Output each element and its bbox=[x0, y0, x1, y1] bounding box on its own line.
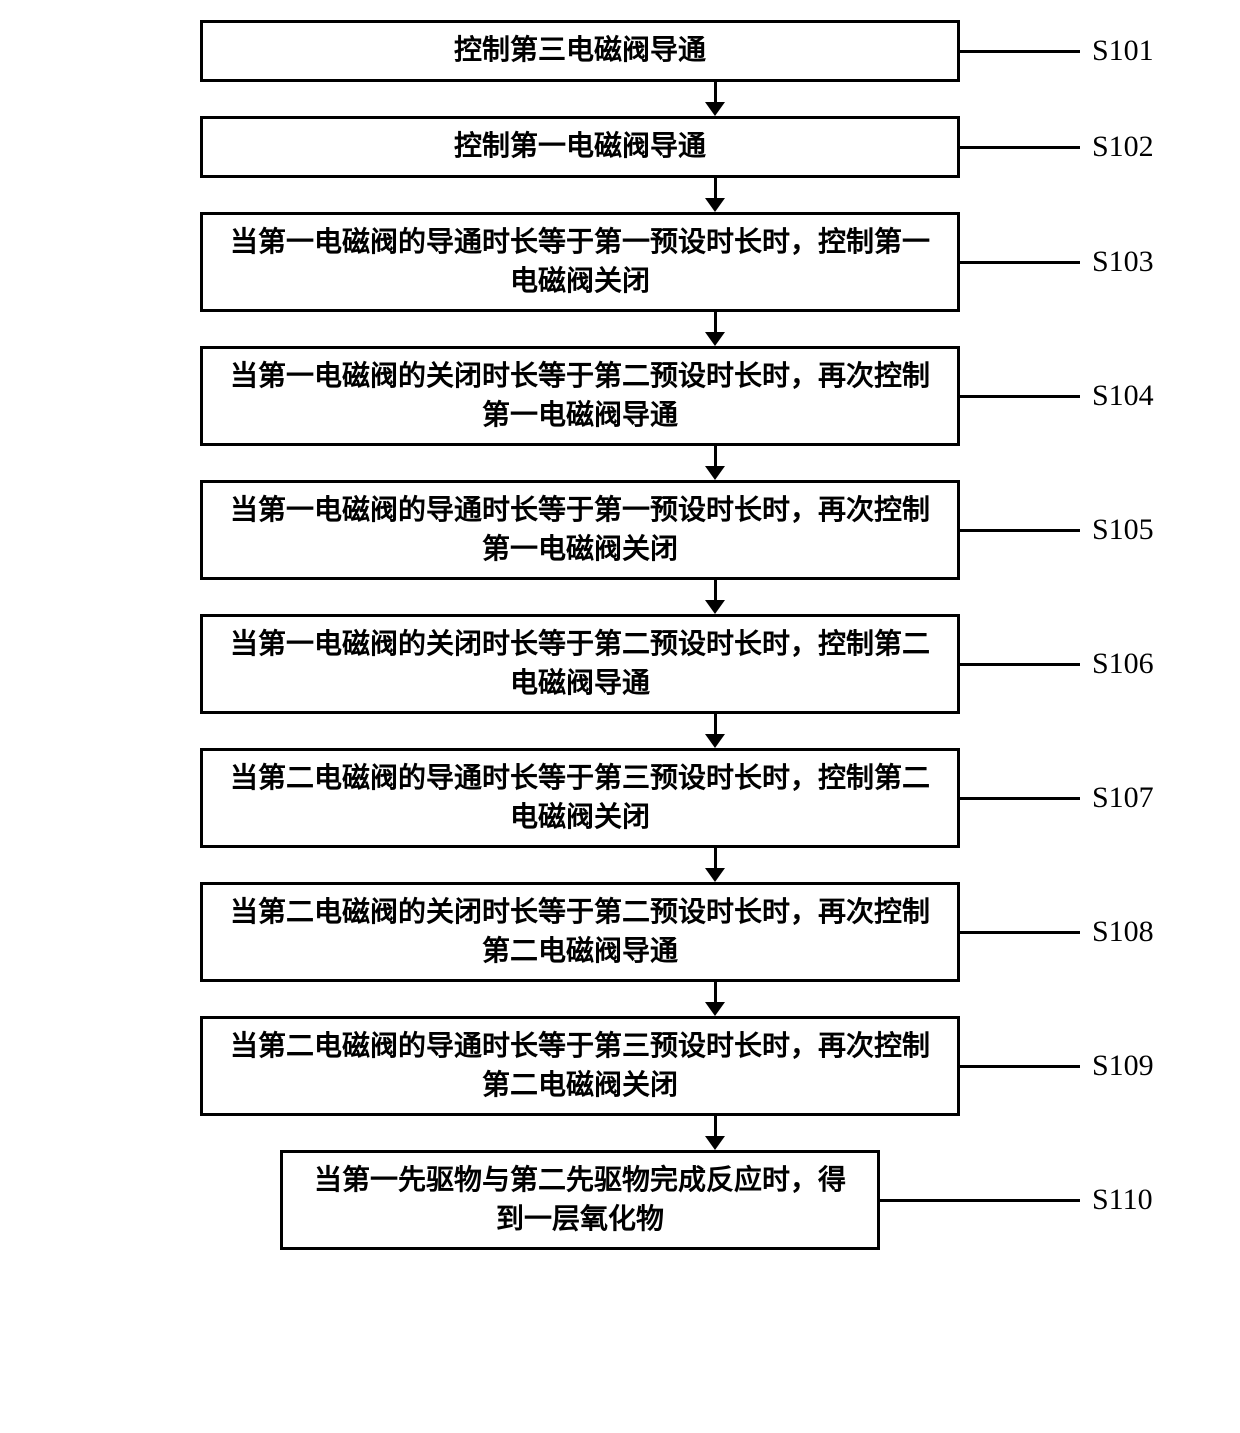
step-box-s106: 当第一电磁阀的关闭时长等于第二预设时长时，控制第二电磁阀导通 bbox=[200, 614, 960, 714]
connector-line bbox=[960, 261, 1080, 264]
step-row-s102: 控制第一电磁阀导通 S102 bbox=[10, 116, 1230, 178]
label-connector-s106: S106 bbox=[960, 647, 1230, 681]
step-row-s107: 当第二电磁阀的导通时长等于第三预设时长时，控制第二电磁阀关闭 S107 bbox=[10, 748, 1230, 848]
step-text: 当第一电磁阀的关闭时长等于第二预设时长时，控制第二电磁阀导通 bbox=[223, 625, 937, 703]
step-box-s105: 当第一电磁阀的导通时长等于第一预设时长时，再次控制第一电磁阀关闭 bbox=[200, 480, 960, 580]
arrow-s103-s104 bbox=[335, 312, 1095, 346]
connector-line bbox=[960, 395, 1080, 398]
step-text: 当第二电磁阀的导通时长等于第三预设时长时，控制第二电磁阀关闭 bbox=[223, 759, 937, 837]
step-box-s101: 控制第三电磁阀导通 bbox=[200, 20, 960, 82]
step-box-s110: 当第一先驱物与第二先驱物完成反应时，得到一层氧化物 bbox=[280, 1150, 880, 1250]
label-connector-s105: S105 bbox=[960, 513, 1230, 547]
step-text: 当第二电磁阀的关闭时长等于第二预设时长时，再次控制第二电磁阀导通 bbox=[223, 893, 937, 971]
step-box-s104: 当第一电磁阀的关闭时长等于第二预设时长时，再次控制第一电磁阀导通 bbox=[200, 346, 960, 446]
step-row-s103: 当第一电磁阀的导通时长等于第一预设时长时，控制第一电磁阀关闭 S103 bbox=[10, 212, 1230, 312]
step-label-s109: S109 bbox=[1080, 1049, 1154, 1083]
step-label-s104: S104 bbox=[1080, 379, 1154, 413]
step-label-s103: S103 bbox=[1080, 245, 1154, 279]
connector-line bbox=[880, 1199, 1080, 1202]
step-label-s107: S107 bbox=[1080, 781, 1154, 815]
connector-line bbox=[960, 146, 1080, 149]
connector-line bbox=[960, 797, 1080, 800]
step-row-s101: 控制第三电磁阀导通 S101 bbox=[10, 20, 1230, 82]
step-label-s108: S108 bbox=[1080, 915, 1154, 949]
step-box-s108: 当第二电磁阀的关闭时长等于第二预设时长时，再次控制第二电磁阀导通 bbox=[200, 882, 960, 982]
label-connector-s108: S108 bbox=[960, 915, 1230, 949]
label-connector-s109: S109 bbox=[960, 1049, 1230, 1083]
arrow-s105-s106 bbox=[335, 580, 1095, 614]
step-row-s110: 当第一先驱物与第二先驱物完成反应时，得到一层氧化物 S110 bbox=[10, 1150, 1230, 1250]
label-connector-s103: S103 bbox=[960, 245, 1230, 279]
label-connector-s110: S110 bbox=[880, 1183, 1230, 1217]
label-connector-s104: S104 bbox=[960, 379, 1230, 413]
step-label-s110: S110 bbox=[1080, 1183, 1153, 1217]
connector-line bbox=[960, 931, 1080, 934]
arrow-s101-s102 bbox=[335, 82, 1095, 116]
step-box-s103: 当第一电磁阀的导通时长等于第一预设时长时，控制第一电磁阀关闭 bbox=[200, 212, 960, 312]
step-row-s106: 当第一电磁阀的关闭时长等于第二预设时长时，控制第二电磁阀导通 S106 bbox=[10, 614, 1230, 714]
label-connector-s101: S101 bbox=[960, 34, 1230, 68]
connector-line bbox=[960, 1065, 1080, 1068]
arrow-s109-s110 bbox=[335, 1116, 1095, 1150]
step-box-s107: 当第二电磁阀的导通时长等于第三预设时长时，控制第二电磁阀关闭 bbox=[200, 748, 960, 848]
arrow-s104-s105 bbox=[335, 446, 1095, 480]
step-text: 当第一电磁阀的关闭时长等于第二预设时长时，再次控制第一电磁阀导通 bbox=[223, 357, 937, 435]
step-text: 控制第三电磁阀导通 bbox=[454, 31, 706, 70]
step-text: 当第一电磁阀的导通时长等于第一预设时长时，控制第一电磁阀关闭 bbox=[223, 223, 937, 301]
label-connector-s107: S107 bbox=[960, 781, 1230, 815]
step-label-s102: S102 bbox=[1080, 130, 1154, 164]
step-box-s109: 当第二电磁阀的导通时长等于第三预设时长时，再次控制第二电磁阀关闭 bbox=[200, 1016, 960, 1116]
flowchart-container: 控制第三电磁阀导通 S101 控制第一电磁阀导通 S102 当第一电磁阀的导通时… bbox=[10, 20, 1230, 1250]
step-label-s105: S105 bbox=[1080, 513, 1154, 547]
step-text: 控制第一电磁阀导通 bbox=[454, 127, 706, 166]
step-row-s108: 当第二电磁阀的关闭时长等于第二预设时长时，再次控制第二电磁阀导通 S108 bbox=[10, 882, 1230, 982]
step-label-s101: S101 bbox=[1080, 34, 1154, 68]
step-box-s102: 控制第一电磁阀导通 bbox=[200, 116, 960, 178]
step-text: 当第一电磁阀的导通时长等于第一预设时长时，再次控制第一电磁阀关闭 bbox=[223, 491, 937, 569]
connector-line bbox=[960, 663, 1080, 666]
label-connector-s102: S102 bbox=[960, 130, 1230, 164]
step-text: 当第一先驱物与第二先驱物完成反应时，得到一层氧化物 bbox=[303, 1161, 857, 1239]
step-text: 当第二电磁阀的导通时长等于第三预设时长时，再次控制第二电磁阀关闭 bbox=[223, 1027, 937, 1105]
arrow-s106-s107 bbox=[335, 714, 1095, 748]
step-row-s105: 当第一电磁阀的导通时长等于第一预设时长时，再次控制第一电磁阀关闭 S105 bbox=[10, 480, 1230, 580]
arrow-s108-s109 bbox=[335, 982, 1095, 1016]
step-row-s109: 当第二电磁阀的导通时长等于第三预设时长时，再次控制第二电磁阀关闭 S109 bbox=[10, 1016, 1230, 1116]
step-row-s104: 当第一电磁阀的关闭时长等于第二预设时长时，再次控制第一电磁阀导通 S104 bbox=[10, 346, 1230, 446]
arrow-s102-s103 bbox=[335, 178, 1095, 212]
connector-line bbox=[960, 50, 1080, 53]
arrow-s107-s108 bbox=[335, 848, 1095, 882]
step-label-s106: S106 bbox=[1080, 647, 1154, 681]
connector-line bbox=[960, 529, 1080, 532]
